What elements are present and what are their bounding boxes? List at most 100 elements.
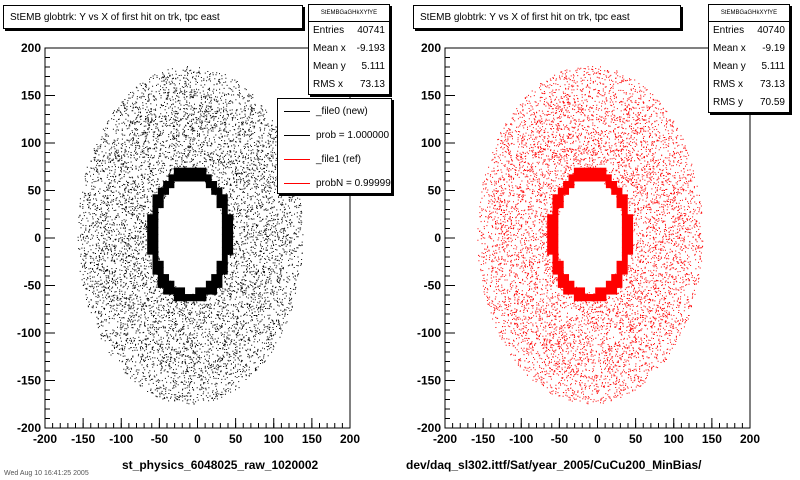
chart-panel-right: -200 -150 -100 -50 0 50 100 150 200 -200 -150 -100 -… bbox=[400, 0, 800, 480]
ring-cell bbox=[227, 227, 234, 235]
stats-label: Mean x bbox=[313, 43, 346, 54]
ring-cell bbox=[173, 167, 180, 175]
ring-cell bbox=[221, 240, 228, 248]
x-tick-label: 150 bbox=[302, 432, 322, 446]
ring-cell bbox=[595, 294, 602, 302]
ring-cell bbox=[579, 167, 586, 175]
ring-cell bbox=[211, 181, 218, 189]
stats-label: Entries bbox=[713, 25, 745, 36]
ring-cell bbox=[157, 274, 164, 282]
ring-cell bbox=[221, 194, 228, 202]
x-tick-label: -150 bbox=[471, 432, 495, 446]
ring-cell bbox=[221, 200, 228, 209]
ring-cell bbox=[563, 181, 570, 189]
stats-value: 40741 bbox=[357, 25, 385, 36]
ring-cell bbox=[611, 187, 618, 195]
ring-cell bbox=[200, 174, 207, 182]
ring-cell bbox=[616, 260, 623, 268]
ring-cell bbox=[205, 280, 212, 288]
ring-cell bbox=[227, 220, 234, 229]
ring-cell bbox=[568, 287, 575, 295]
ring-cell bbox=[627, 220, 634, 229]
ring-cell bbox=[173, 174, 180, 182]
ring-cell bbox=[221, 227, 228, 235]
ring-cell bbox=[616, 274, 623, 282]
ring-cell bbox=[205, 287, 212, 295]
ring-cell bbox=[200, 167, 207, 175]
stats-row: RMS x 73.13 bbox=[709, 76, 789, 94]
legend-line-marker bbox=[284, 110, 310, 112]
ring-cell bbox=[605, 280, 612, 288]
ring-cell bbox=[147, 220, 154, 229]
ring-cell bbox=[557, 274, 564, 282]
x-tick-label: 150 bbox=[702, 432, 722, 446]
ring-cell bbox=[147, 227, 154, 235]
ring-cell bbox=[152, 207, 159, 215]
ring-cell bbox=[600, 294, 607, 302]
ring-cell bbox=[573, 294, 580, 302]
ring-cell bbox=[584, 167, 591, 175]
ring-cell bbox=[221, 247, 228, 255]
ring-cell bbox=[563, 274, 570, 282]
ring-cell bbox=[557, 280, 564, 288]
ring-cell bbox=[584, 174, 591, 182]
stats-value: 73.13 bbox=[759, 79, 785, 90]
ring-cell bbox=[216, 260, 223, 268]
ring-cell bbox=[568, 181, 575, 189]
ring-cell bbox=[547, 247, 554, 255]
legend-box: _file0 (new) prob = 1.000000 _file1 (ref) p… bbox=[277, 98, 392, 194]
scatter-points bbox=[477, 66, 704, 405]
ring-cell bbox=[621, 240, 628, 248]
y-tick-label: 100 bbox=[21, 136, 41, 150]
ring-cell bbox=[168, 287, 175, 295]
ring-cell bbox=[621, 234, 628, 242]
x-tick-label: 100 bbox=[664, 432, 684, 446]
y-tick-label: -200 bbox=[417, 421, 441, 435]
ring-cell bbox=[621, 247, 628, 255]
x-tick-label: -200 bbox=[33, 432, 57, 446]
ring-cell bbox=[205, 174, 212, 182]
ring-cell bbox=[216, 280, 223, 288]
ring-cell bbox=[211, 187, 218, 195]
stats-row: Mean y 5.111 bbox=[309, 58, 389, 76]
stats-row: Mean y 5.111 bbox=[709, 58, 789, 76]
ring-cell bbox=[589, 174, 596, 182]
ring-cell bbox=[152, 220, 159, 229]
stats-value: -9.193 bbox=[356, 43, 385, 54]
ring-cell bbox=[621, 220, 628, 229]
ring-cell bbox=[616, 200, 623, 209]
ring-cell bbox=[547, 227, 554, 235]
ring-cell bbox=[163, 187, 170, 195]
stats-label: Entries bbox=[313, 25, 345, 36]
ring-cell bbox=[563, 287, 570, 295]
ring-cell bbox=[200, 294, 207, 302]
ring-cell bbox=[211, 287, 218, 295]
x-tick-label: 50 bbox=[229, 432, 243, 446]
legend-label: _file1 (ref) bbox=[316, 153, 362, 165]
ring-cell bbox=[179, 174, 186, 182]
ring-cell bbox=[221, 220, 228, 229]
ring-cell bbox=[184, 294, 191, 302]
x-tick-label: 100 bbox=[264, 432, 284, 446]
ring-cell bbox=[221, 207, 228, 215]
ring-cell bbox=[589, 294, 596, 302]
y-tick-label: 0 bbox=[34, 231, 41, 245]
ring-cell bbox=[216, 274, 223, 282]
ring-cell bbox=[227, 234, 234, 242]
dense-ring bbox=[547, 167, 634, 302]
ring-cell bbox=[621, 254, 628, 262]
ring-cell bbox=[157, 267, 164, 275]
ring-cell bbox=[595, 174, 602, 182]
stats-row: Mean x -9.19 bbox=[709, 40, 789, 58]
ring-cell bbox=[552, 260, 559, 268]
ring-cell bbox=[547, 240, 554, 248]
x-axis-caption-left: st_physics_6048025_raw_1020002 bbox=[122, 458, 319, 472]
chart-title-right: StEMB globtrk: Y vs X of first hit on tr… bbox=[413, 5, 681, 29]
stats-value: 70.59 bbox=[759, 97, 785, 108]
ring-cell bbox=[152, 240, 159, 248]
y-tick-label: -150 bbox=[417, 374, 441, 388]
ring-cell bbox=[179, 294, 186, 302]
ring-cell bbox=[173, 287, 180, 295]
legend-label: prob = 1.000000 bbox=[316, 129, 390, 141]
x-tick-label: 200 bbox=[340, 432, 360, 446]
